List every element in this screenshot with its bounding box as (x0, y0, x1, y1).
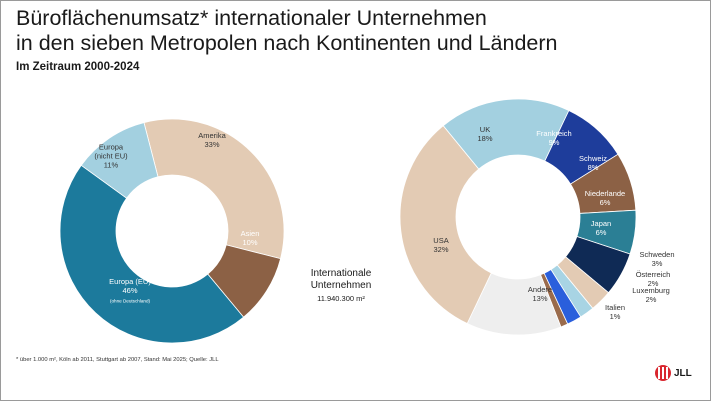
label-amerika: Amerika 33% (198, 131, 226, 149)
slice-amerika (143, 118, 285, 260)
label-usa: USA 32% (433, 236, 449, 254)
label-italien: Italien 1% (605, 303, 625, 321)
label-andere: Andere 13% (528, 285, 552, 303)
label-japan: Japan 6% (591, 219, 611, 237)
slice-europa-nicht-eu (80, 122, 159, 199)
jll-logo-icon (655, 365, 671, 381)
center-label-line2: Unternehmen (310, 280, 372, 291)
label-europa-nicht-eu: Europa (nicht EU) 11% (94, 143, 128, 170)
center-summary: Internationale Unternehmen 11.940.300 m² (286, 268, 396, 303)
slice-uk (442, 98, 570, 170)
label-asien: Asien 10% (241, 229, 260, 247)
jll-logo: JLL (655, 365, 692, 381)
label-niederlande: Niederlande 6% (585, 189, 625, 207)
label-oesterreich: Österreich 2% (636, 270, 671, 288)
label-frankreich: Frankreich 9% (536, 129, 571, 147)
title-line-2: in den sieben Metropolen nach Kontinente… (16, 31, 558, 55)
page-title: Büroflächenumsatz* internationaler Unter… (16, 6, 558, 56)
logo-text: JLL (674, 367, 692, 379)
label-schweiz: Schweiz 8% (579, 154, 607, 172)
footnote: * über 1.000 m², Köln ab 2011, Stuttgart… (16, 357, 219, 363)
center-value: 11.940.300 m² (317, 294, 365, 303)
donut-countries: Frankreich 9% Schweiz 8% Niederlande 6% Japan 6… (399, 98, 675, 336)
title-line-1: Büroflächenumsatz* internationaler Unter… (16, 6, 487, 30)
center-label-line1: Internationale (310, 268, 372, 279)
slice-usa (399, 125, 492, 325)
slice-europa-eu (59, 164, 245, 344)
page-subtitle: Im Zeitraum 2000-2024 (16, 61, 140, 73)
label-luxemburg: Luxemburg 2% (632, 286, 670, 304)
label-uk: UK 18% (477, 125, 492, 143)
label-schweden: Schweden 3% (639, 250, 674, 268)
label-europa-eu: Europa (EU) 46% (109, 277, 151, 295)
donut-continents: Amerika 33% Asien 10% Europa (EU) 46% (ohne De… (59, 118, 285, 344)
label-europa-eu-note: (ohne Deutschland) (110, 299, 151, 304)
